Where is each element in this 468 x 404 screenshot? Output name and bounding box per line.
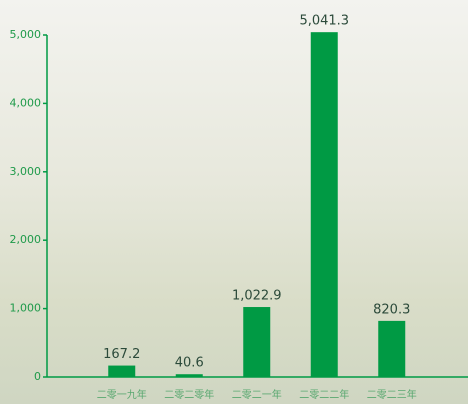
bar — [311, 32, 338, 377]
x-tick-label: 二零二一年 — [232, 388, 282, 401]
x-tick-label: 二零二二年 — [299, 388, 349, 401]
y-tick-label: 2,000 — [10, 233, 42, 246]
chart: 0 1,000 2,000 3,000 4,000 5,000 二零一九年 167.2 二零二零… — [0, 0, 468, 404]
x-tick-label: 二零二三年 — [367, 388, 417, 401]
y-tick-label: 3,000 — [10, 165, 42, 178]
x-tick-label: 二零一九年 — [97, 388, 147, 401]
value-label: 40.6 — [175, 356, 204, 371]
y-tick-label: 4,000 — [10, 96, 42, 109]
bar — [108, 366, 135, 377]
value-label: 1,022.9 — [232, 289, 282, 304]
bar — [176, 374, 203, 377]
bar — [243, 307, 270, 377]
y-tick-label: 1,000 — [10, 302, 42, 315]
y-tick-label: 5,000 — [10, 28, 42, 41]
value-label: 820.3 — [373, 302, 410, 317]
value-label: 167.2 — [103, 347, 140, 362]
bar — [378, 321, 405, 377]
y-tick-label: 0 — [34, 370, 41, 383]
x-tick-label: 二零二零年 — [164, 388, 214, 401]
value-label: 5,041.3 — [299, 14, 349, 29]
